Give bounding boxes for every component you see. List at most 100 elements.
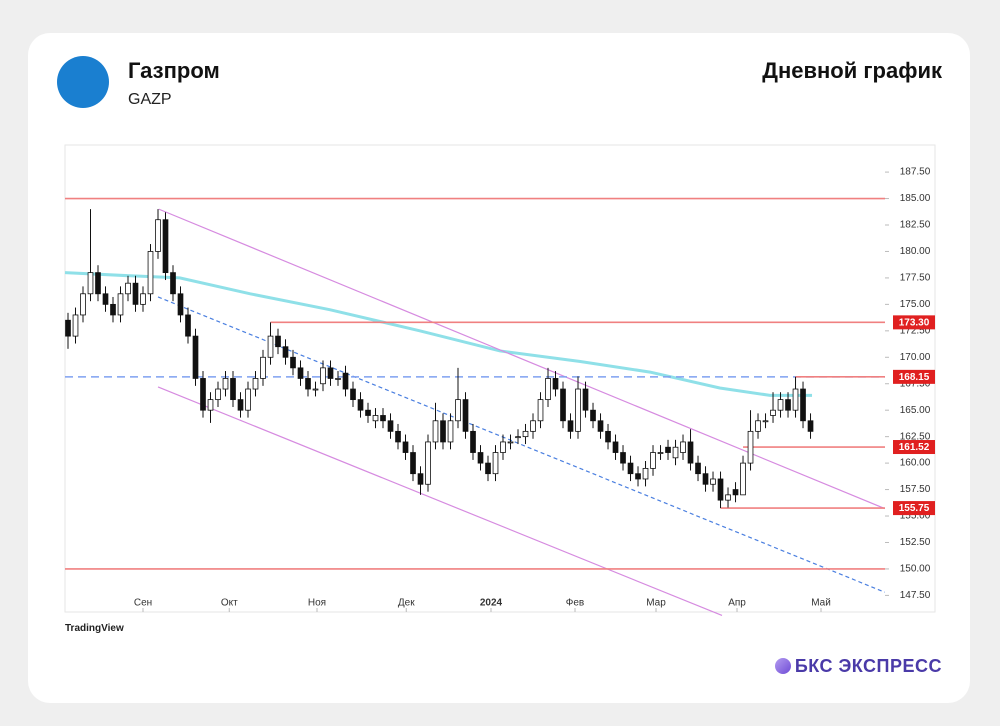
y-tick-label: 187.50 (900, 167, 931, 178)
candle-body (785, 399, 791, 411)
y-tick-label: 167.50 (900, 378, 931, 389)
candle-body (290, 356, 296, 369)
x-tick-label: Сен (134, 598, 152, 609)
candle-body (755, 420, 761, 432)
candle-body (440, 420, 446, 443)
candle-body (275, 335, 281, 348)
candle-body (267, 335, 274, 358)
candle-body (665, 446, 671, 453)
brand: БКС ЭКСПРЕСС (774, 656, 942, 677)
y-tick-label: 177.50 (900, 273, 931, 284)
price-label-box (893, 440, 935, 455)
candle-body (402, 441, 409, 453)
candle-body (177, 293, 184, 316)
candle-body (95, 272, 101, 295)
price-label: 168.15 (899, 372, 930, 383)
candle-body (807, 420, 814, 432)
candle-body (447, 420, 454, 443)
price-label-box (893, 501, 935, 516)
candle-body (455, 399, 461, 422)
price-label: 155.75 (899, 503, 930, 514)
logo (57, 56, 109, 108)
y-tick-label: 180.00 (900, 246, 931, 257)
candle-body (672, 446, 679, 459)
candle-body (492, 452, 499, 475)
candle-body (537, 399, 544, 422)
candle-body (747, 430, 754, 464)
candle-body (410, 452, 416, 475)
candle-body (282, 346, 289, 358)
candle-body (200, 378, 206, 411)
candle-body (155, 219, 161, 252)
candle-body (372, 415, 379, 422)
trend-line (158, 208, 886, 510)
candle-body (605, 430, 611, 443)
candle-body (387, 420, 394, 432)
y-tick-label: 170.00 (900, 352, 931, 363)
candle-body (417, 473, 424, 485)
candle-body (117, 293, 124, 316)
candle-body (635, 473, 641, 480)
candle-body (425, 441, 431, 485)
candle-body (627, 462, 634, 475)
y-tick-label: 152.50 (900, 537, 931, 548)
candle-body (770, 409, 776, 416)
y-tick-label: 185.00 (900, 193, 931, 204)
candle-body (125, 282, 131, 295)
source: TradingView (65, 623, 124, 634)
candle-body (252, 378, 259, 390)
candle-body (260, 356, 266, 379)
candle-body (650, 452, 656, 469)
candle-body (500, 441, 506, 453)
x-tick-label: Ноя (308, 598, 326, 609)
candle-body (147, 251, 154, 295)
y-tick-label: 162.50 (900, 431, 931, 442)
candle-body (335, 378, 341, 380)
candle-body (717, 478, 724, 501)
brand-icon (774, 658, 791, 674)
candle-body (342, 372, 349, 390)
candle-body (530, 420, 536, 432)
candle-body (515, 436, 521, 439)
ticker: GAZP (128, 91, 172, 108)
candle-body (432, 420, 439, 443)
candle-body (762, 420, 769, 423)
price-label-box (893, 315, 935, 330)
candle-body (800, 388, 806, 422)
candle-body (140, 293, 146, 305)
candle-body (192, 335, 199, 379)
candle-body (185, 314, 191, 337)
candle-body (477, 452, 484, 464)
candle-body (792, 388, 799, 411)
candle-body (597, 420, 604, 432)
candle-body (522, 430, 529, 438)
candle-body (162, 219, 169, 274)
candle-body (507, 441, 514, 444)
x-tick-label: Фев (566, 598, 584, 609)
candle-body (545, 378, 551, 401)
y-tick-label: 147.50 (900, 590, 931, 601)
x-tick-label: Апр (728, 598, 746, 609)
moving-average (64, 271, 813, 397)
candle-body (680, 441, 686, 453)
candle-body (582, 388, 589, 411)
candle-body (132, 282, 139, 305)
y-tick-label: 155.00 (900, 511, 931, 522)
candle-body (357, 399, 364, 411)
y-tick-label: 165.00 (900, 405, 931, 416)
candle-body (305, 378, 311, 390)
candle-body (710, 478, 716, 485)
candle-body (462, 399, 469, 432)
candle-body (170, 272, 176, 295)
candle-body (725, 494, 731, 501)
x-tick-label: 2024 (480, 598, 503, 609)
candle-body (740, 462, 746, 496)
trend-line (157, 296, 886, 593)
title: Газпром (128, 58, 220, 83)
candle-body (365, 409, 371, 416)
candle-body (695, 462, 701, 475)
candle-body (102, 293, 109, 305)
candle-body (327, 367, 334, 379)
candle-body (657, 452, 664, 454)
